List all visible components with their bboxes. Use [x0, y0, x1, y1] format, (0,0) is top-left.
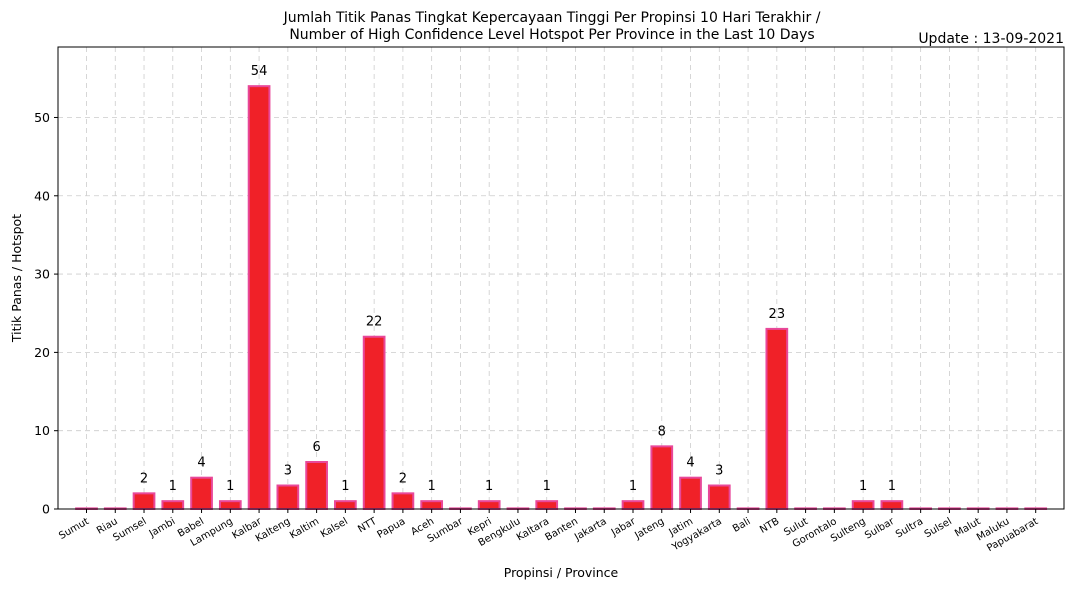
data-label-sulbar: 1 — [888, 479, 896, 494]
bar-ntb — [765, 327, 789, 511]
data-label-kepri: 1 — [485, 479, 493, 494]
data-label-yogyakarta: 3 — [715, 464, 723, 479]
bar-kaltim — [305, 461, 328, 510]
bars — [75, 85, 1048, 511]
x-tick-label-sulsel: Sulsel — [923, 516, 954, 540]
x-tick-label-kalsel: Kalsel — [319, 516, 350, 540]
x-tick-label-ntb: NTB — [758, 516, 781, 536]
x-axis-label: Propinsi / Province — [504, 565, 619, 580]
bar-jatim — [679, 476, 702, 511]
data-label-jambi: 1 — [169, 479, 177, 494]
x-tick-label-sulbar: Sulbar — [863, 516, 897, 542]
x-tick-label-jabar: Jabar — [609, 516, 638, 539]
x-tick-label-sumsel: Sumsel — [111, 516, 148, 544]
x-tick-label-jateng: Jateng — [632, 516, 666, 542]
x-tick-label-jakarta: Jakarta — [572, 516, 609, 544]
bar-papua — [391, 492, 415, 511]
y-tick-label: 30 — [34, 267, 50, 282]
x-tick-label-papua: Papua — [375, 516, 407, 541]
data-label-kaltim: 6 — [312, 440, 320, 455]
bar-kalsel — [334, 500, 357, 511]
bar-lampung — [218, 500, 242, 511]
data-label-ntb: 23 — [769, 307, 786, 322]
bar-yogyakarta — [707, 484, 731, 511]
bar-kalbar — [247, 85, 271, 510]
chart-subtitle: Number of High Confidence Level Hotspot … — [289, 27, 814, 43]
grid-y — [58, 117, 1064, 510]
y-tick-label: 10 — [34, 423, 50, 438]
bar-sumsel — [132, 492, 156, 511]
bar-kepri — [477, 500, 501, 511]
bar-aceh — [420, 500, 444, 511]
x-tick-label-bali: Bali — [731, 516, 753, 535]
bar-kalteng — [276, 484, 300, 511]
bar-jateng — [650, 445, 674, 510]
y-tick-label: 0 — [42, 502, 50, 517]
data-label-lampung: 1 — [226, 479, 234, 494]
y-axis: 0 10 20 30 40 50 — [34, 110, 58, 517]
update-date: Update : 13-09-2021 — [918, 31, 1064, 47]
data-label-babel: 4 — [197, 456, 205, 471]
x-tick-label-sumut: Sumut — [57, 516, 91, 542]
bar-sulteng — [851, 500, 875, 511]
bar-kaltara — [535, 500, 559, 511]
bar-sulbar — [880, 500, 904, 511]
x-tick-label-jambi: Jambi — [147, 516, 178, 540]
data-label-kaltara: 1 — [543, 479, 551, 494]
x-tick-label-banten: Banten — [544, 516, 580, 543]
x-tick-label-sultra: Sultra — [894, 516, 925, 540]
bar-jambi — [161, 500, 185, 511]
chart-title: Jumlah Titik Panas Tingkat Kepercayaan T… — [283, 10, 821, 26]
data-label-kalsel: 1 — [341, 479, 349, 494]
y-tick-label: 20 — [34, 345, 50, 360]
bar-ntt — [362, 335, 386, 510]
data-label-aceh: 1 — [428, 479, 436, 494]
y-axis-label: Titik Panas / Hotspot — [9, 214, 24, 343]
data-label-sulteng: 1 — [859, 479, 867, 494]
data-label-sumsel: 2 — [140, 471, 148, 486]
y-tick-label: 40 — [34, 188, 50, 203]
bar-babel — [190, 476, 213, 511]
y-tick-label: 50 — [34, 110, 50, 125]
x-tick-label-kaltim: Kaltim — [288, 516, 321, 541]
data-label-ntt: 22 — [366, 315, 383, 330]
data-label-jabar: 1 — [629, 479, 637, 494]
grid-x — [86, 47, 1037, 509]
data-label-jatim: 4 — [686, 456, 694, 471]
data-label-jateng: 8 — [658, 424, 666, 439]
bar-jabar — [621, 500, 645, 511]
data-label-kalteng: 3 — [284, 464, 292, 479]
plot-frame — [57, 46, 1065, 510]
data-label-kalbar: 54 — [251, 64, 268, 79]
data-label-papua: 2 — [399, 471, 407, 486]
